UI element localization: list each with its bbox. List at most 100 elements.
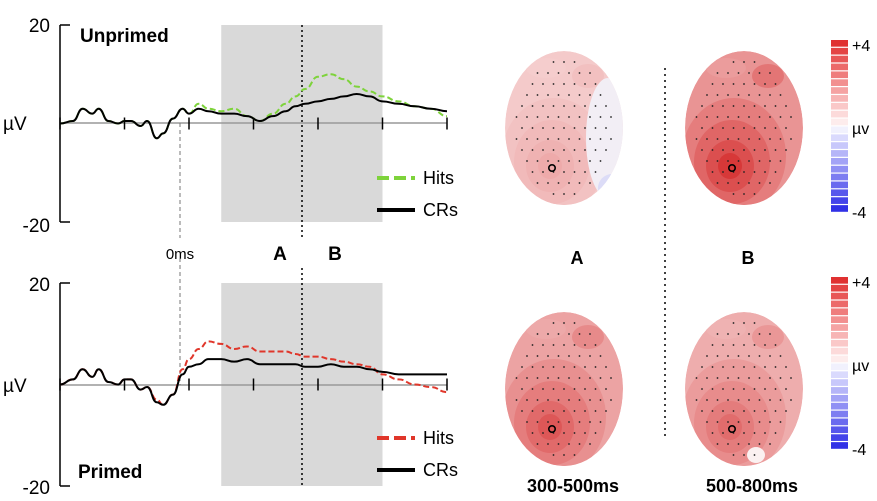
y-tick-label-top: 20	[29, 275, 50, 296]
electrode-dot	[552, 454, 555, 456]
electrode-dot	[727, 355, 729, 357]
electrode-dot	[542, 432, 544, 434]
scalp-map	[505, 312, 623, 466]
colorbar-swatch	[831, 165, 848, 173]
highlighted-electrode	[727, 424, 736, 433]
electrode-dot	[552, 322, 555, 324]
y-tick-label-bottom: -20	[23, 478, 50, 499]
electrode-dot	[748, 443, 750, 445]
electrode-dot	[764, 388, 766, 390]
electrode-dot	[711, 149, 714, 151]
electrode-dot	[706, 399, 708, 401]
electrode-dot	[563, 344, 565, 346]
electrode-dot	[701, 149, 703, 151]
electrode-dot	[743, 171, 745, 173]
electrode-dot	[589, 160, 591, 162]
electrode-dot	[552, 193, 555, 195]
electrode-dot	[563, 105, 565, 107]
electrode-dot	[706, 377, 708, 379]
electrode-dot	[732, 61, 735, 63]
electrode-dot	[547, 160, 549, 162]
electrode-dot	[769, 72, 771, 74]
electrode-dot	[552, 388, 555, 390]
electrode-dot	[727, 160, 729, 162]
electrode-dot	[594, 432, 597, 434]
electrode-dot	[542, 388, 544, 390]
electrode-dot	[737, 377, 740, 379]
electrode-dot	[711, 171, 714, 173]
colorbar-swatch	[831, 284, 848, 292]
electrode-dot	[568, 94, 570, 96]
electrode-dot	[589, 94, 591, 96]
colorbar-swatch	[831, 95, 848, 102]
legend: Hits CRs	[377, 168, 458, 220]
electrode-dot	[758, 182, 761, 184]
electrode-dot	[536, 72, 539, 74]
electrode-dot	[547, 116, 549, 118]
electrode-dot	[531, 83, 534, 85]
electrode-dot	[779, 160, 782, 162]
electrode-dot	[758, 160, 761, 162]
series-group	[59, 340, 448, 406]
electrode-dot	[563, 432, 565, 434]
colorbar-min-label: -4	[852, 205, 866, 222]
electrode-dot	[610, 399, 612, 401]
electrode-dot	[563, 410, 565, 412]
electrode-dot	[737, 421, 740, 423]
electrode-dot	[758, 94, 761, 96]
electrode-dot	[711, 410, 714, 412]
electrode-dot	[599, 138, 602, 140]
colorbar-swatches	[831, 277, 848, 449]
scalp-contour	[706, 58, 746, 78]
electrode-dot	[578, 138, 581, 140]
electrode-dot	[563, 454, 565, 456]
electrode-dot	[764, 344, 766, 346]
electrode-dot	[599, 377, 602, 379]
electrode-dot	[557, 160, 560, 162]
electrode-dot	[711, 127, 714, 129]
electrode-dot	[536, 116, 539, 118]
electrode-dot	[568, 421, 570, 423]
electrode-dot	[573, 322, 576, 324]
electrode-dot	[743, 410, 745, 412]
electrode-dot	[573, 83, 576, 85]
electrode-dot	[748, 138, 750, 140]
electrode-dot	[557, 333, 560, 335]
electrode-dot	[748, 182, 750, 184]
electrode-dot	[594, 149, 597, 151]
electrode-dot	[536, 421, 539, 423]
electrode-dot	[573, 410, 576, 412]
electrode-dot	[774, 105, 777, 107]
electrode-dot	[542, 344, 544, 346]
highlighted-electrode	[547, 164, 556, 173]
electrode-dot	[584, 127, 586, 129]
electrode-dot	[568, 399, 570, 401]
electrode-dot	[753, 322, 756, 324]
y-tick-label-top: 20	[29, 16, 50, 37]
colorbar-swatch	[831, 418, 848, 426]
electrode-dot	[536, 377, 539, 379]
electrode-dot	[706, 138, 708, 140]
colorbar-swatch	[831, 134, 848, 142]
electrode-dot	[568, 72, 570, 74]
electrode-dot	[758, 333, 761, 335]
electrode-dot	[526, 377, 528, 379]
electrode-dot	[769, 94, 771, 96]
electrode-dot	[706, 355, 708, 357]
electrode-dot	[557, 138, 560, 140]
electrode-dot	[584, 171, 586, 173]
electrode-dot	[722, 410, 724, 412]
electrode-dot	[605, 410, 607, 412]
electrode-dot	[727, 443, 729, 445]
electrode-dot	[743, 61, 745, 63]
series-group	[59, 73, 448, 140]
electrode-dot	[563, 83, 565, 85]
electrode-dot	[774, 83, 777, 85]
electrode-dot	[753, 193, 756, 195]
scalp-contour	[598, 174, 623, 202]
electrode-dot	[594, 105, 597, 107]
electrode-dot	[557, 116, 560, 118]
electrode-dot	[764, 105, 766, 107]
electrode-dot	[531, 366, 534, 368]
